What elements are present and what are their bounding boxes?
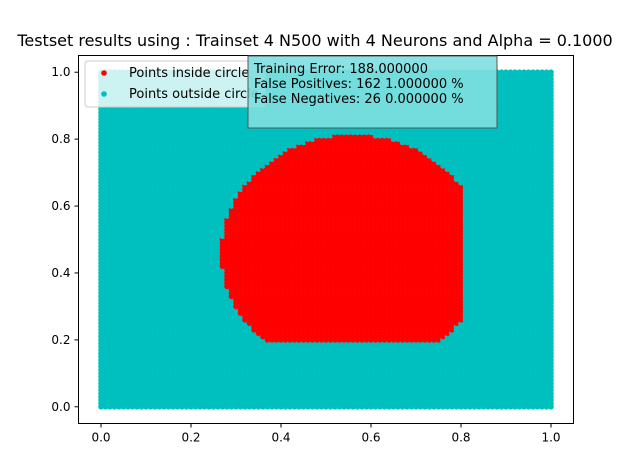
chart-title: Testset results using : Trainset 4 N500 …: [16, 31, 612, 50]
scatter-points: [98, 69, 554, 410]
